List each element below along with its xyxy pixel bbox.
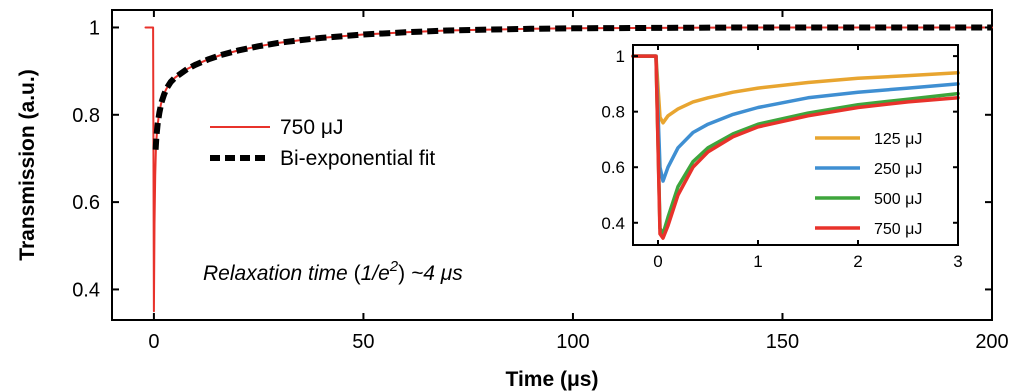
main-series-line-bi-exponential-fit	[152, 24, 992, 150]
inset-legend: 125 μJ 250 μJ 500 μJ 750 μJ	[815, 131, 922, 238]
legend-label-750uj: 750 μJ	[280, 116, 343, 139]
main-legend: 750 μJ Bi-exponential fit	[210, 116, 435, 170]
inset-ticks-group: 0 1 2 3 0.4 0.6 0.8 1	[601, 45, 963, 271]
main-x-tick-label: 200	[975, 331, 1008, 353]
main-x-tick-label: 150	[766, 331, 799, 353]
inset-x-tick-label: 3	[953, 252, 962, 271]
main-plot: 0 50 100 150 200 0.4 0.6 0.8 1 Time (μs) Transmi…	[16, 9, 1009, 391]
inset-series-line-125-uj	[631, 54, 960, 125]
main-plot-frame	[111, 9, 993, 321]
inset-legend-label-125uj: 125 μJ	[874, 131, 922, 148]
inset-y-tick-label: 0.6	[601, 158, 625, 177]
inset-frame	[632, 44, 959, 246]
main-x-tick-label: 50	[352, 331, 374, 353]
inset-y-tick-label: 0.8	[601, 103, 625, 122]
relaxation-annotation: Relaxation time (1/e2) ~4 μs	[203, 258, 463, 285]
y-axis-title: Transmission (a.u.)	[16, 69, 39, 260]
x-axis-title: Time (μs)	[506, 368, 599, 391]
main-ticks-group: 0 50 100 150 200 0.4 0.6 0.8 1	[72, 10, 1009, 353]
main-series-group	[144, 24, 993, 313]
main-y-tick-label: 0.6	[72, 192, 100, 214]
inset-x-tick-label: 0	[653, 252, 662, 271]
inset-series-line-750-uj	[631, 54, 960, 240]
inset-legend-label-750uj: 750 μJ	[874, 221, 922, 238]
main-y-tick-label: 1	[89, 17, 100, 39]
inset-series-line-250-uj	[631, 54, 960, 183]
main-x-tick-label: 0	[148, 331, 159, 353]
inset-legend-label-250uj: 250 μJ	[874, 161, 922, 178]
main-y-tick-label: 0.4	[72, 279, 100, 301]
inset-x-tick-label: 1	[753, 252, 762, 271]
inset-y-tick-label: 0.4	[601, 214, 625, 233]
inset-background	[633, 45, 958, 245]
inset-series-group	[631, 54, 960, 240]
main-y-tick-label: 0.8	[72, 105, 100, 127]
legend-label-fit: Bi-exponential fit	[280, 147, 435, 170]
inset-x-tick-label: 2	[853, 252, 862, 271]
inset-plot: 0 1 2 3 0.4 0.6 0.8 1 125 μJ 250 μJ 500 μJ 750 …	[601, 44, 963, 271]
main-x-tick-label: 100	[556, 331, 589, 353]
inset-y-tick-label: 1	[616, 47, 625, 66]
inset-legend-label-500uj: 500 μJ	[874, 191, 922, 208]
